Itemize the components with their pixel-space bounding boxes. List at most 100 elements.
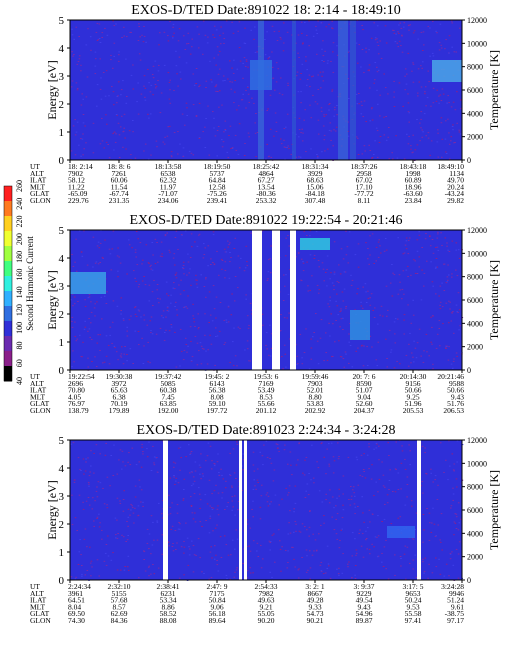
noise-speck (269, 324, 271, 326)
noise-speck (293, 511, 295, 513)
noise-speck (383, 250, 386, 252)
noise-speck (110, 559, 113, 561)
noise-speck (447, 279, 449, 281)
noise-speck (73, 479, 76, 481)
noise-speck (74, 134, 77, 136)
noise-speck (430, 140, 433, 142)
noise-speck (137, 331, 140, 332)
noise-speck (191, 471, 193, 473)
noise-speck (194, 470, 197, 472)
noise-speck (168, 545, 170, 547)
noise-speck (153, 573, 156, 575)
noise-speck (375, 481, 377, 483)
noise-speck (288, 147, 290, 149)
y2-tick-label: 8000 (467, 63, 483, 72)
noise-speck (373, 546, 375, 548)
heatmap-blob (70, 272, 106, 294)
noise-speck (117, 533, 119, 534)
noise-speck (80, 104, 83, 106)
noise-speck (307, 569, 309, 571)
y-tick-label: 3 (59, 71, 65, 83)
noise-speck (287, 145, 289, 147)
noise-speck (333, 129, 335, 131)
noise-speck (275, 62, 278, 64)
noise-speck (368, 509, 371, 511)
noise-speck (173, 89, 175, 91)
noise-speck (138, 577, 140, 579)
cell-value: 76.97 (68, 399, 85, 408)
noise-speck (452, 311, 454, 313)
cell-value: 201.12 (256, 406, 277, 415)
noise-speck (96, 496, 99, 498)
noise-speck (327, 303, 329, 305)
noise-speck (166, 232, 168, 234)
noise-speck (281, 498, 283, 500)
noise-speck (171, 546, 174, 547)
noise-speck (326, 255, 329, 257)
noise-speck (151, 333, 154, 335)
noise-speck (410, 500, 413, 502)
noise-speck (361, 49, 364, 50)
noise-speck (300, 21, 303, 23)
noise-speck (322, 71, 324, 73)
noise-speck (436, 89, 438, 91)
cell-value: 3: 2: 1 (305, 582, 324, 591)
noise-speck (98, 247, 101, 249)
noise-speck (452, 129, 454, 131)
noise-speck (309, 104, 311, 106)
noise-speck (153, 462, 155, 464)
noise-speck (449, 552, 452, 554)
noise-speck (352, 489, 354, 491)
noise-speck (360, 66, 362, 68)
noise-speck (442, 323, 444, 325)
noise-speck (147, 113, 149, 115)
noise-speck (270, 462, 273, 464)
noise-speck (384, 486, 386, 488)
noise-speck (393, 91, 395, 93)
noise-speck (87, 330, 89, 332)
noise-speck (110, 269, 113, 271)
noise-speck (340, 310, 342, 312)
noise-speck (138, 310, 141, 312)
noise-speck (183, 540, 185, 542)
noise-speck (190, 451, 193, 452)
noise-speck (84, 326, 87, 328)
noise-speck (159, 32, 161, 34)
noise-speck (233, 472, 236, 474)
cell-value: 69.50 (68, 609, 85, 618)
noise-speck (411, 70, 413, 72)
noise-speck (80, 470, 82, 471)
noise-speck (178, 577, 181, 579)
noise-speck (335, 533, 338, 535)
noise-speck (224, 509, 226, 510)
noise-speck (413, 361, 415, 363)
noise-speck (83, 328, 86, 330)
noise-speck (374, 79, 376, 81)
noise-speck (448, 575, 450, 577)
noise-speck (450, 505, 453, 507)
noise-speck (365, 242, 367, 244)
noise-speck (325, 473, 327, 475)
noise-speck (420, 111, 423, 113)
y-tick-label: 5 (59, 435, 65, 447)
noise-speck (113, 55, 115, 57)
noise-speck (399, 556, 402, 557)
noise-speck (162, 141, 165, 143)
noise-speck (150, 553, 152, 555)
noise-speck (214, 327, 217, 329)
noise-speck (365, 539, 367, 541)
noise-speck (432, 87, 435, 89)
noise-speck (203, 254, 206, 255)
noise-speck (435, 247, 437, 248)
noise-speck (132, 131, 134, 133)
noise-speck (237, 509, 239, 511)
noise-speck (330, 272, 332, 274)
cell-value: 8590 (357, 379, 372, 388)
noise-speck (373, 154, 375, 155)
noise-speck (143, 35, 146, 37)
noise-speck (438, 558, 440, 560)
noise-speck (75, 131, 78, 133)
noise-speck (455, 528, 458, 529)
noise-speck (72, 305, 74, 307)
y2-axis-label: Temperature [K] (487, 260, 501, 340)
